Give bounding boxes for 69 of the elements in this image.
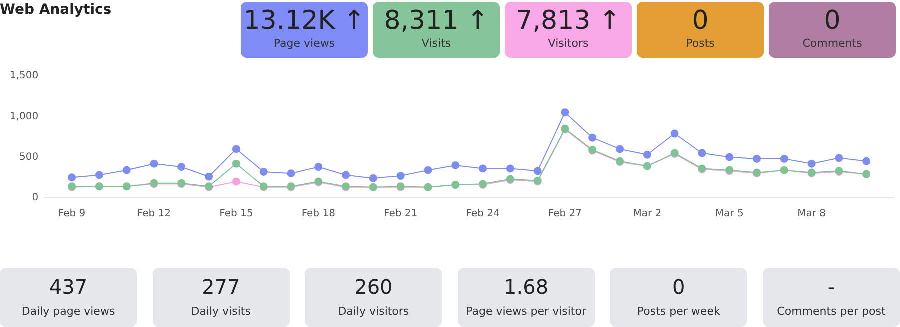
text: 1.68 bbox=[504, 275, 549, 299]
point bbox=[616, 145, 624, 154]
point bbox=[232, 178, 240, 186]
x-tick-label: Feb 12 bbox=[137, 208, 172, 220]
y-tick-label: 1,500 bbox=[10, 70, 39, 82]
point bbox=[396, 172, 405, 180]
point bbox=[534, 167, 542, 176]
y-tick-label: 1,000 bbox=[10, 111, 39, 122]
x-tick-label: Feb 15 bbox=[220, 208, 254, 220]
category-label: Daily visits bbox=[190, 305, 252, 318]
x-tick-label: Mar 2 bbox=[633, 208, 662, 220]
point bbox=[314, 163, 323, 172]
point bbox=[452, 161, 460, 170]
point bbox=[260, 168, 268, 176]
point bbox=[670, 130, 679, 138]
point bbox=[862, 157, 871, 166]
x-tick-label: Feb 24 bbox=[466, 208, 500, 220]
text: 7,813 ↑ bbox=[516, 6, 621, 36]
point bbox=[178, 163, 186, 172]
category-label: Daily visitors bbox=[337, 305, 410, 318]
text: - bbox=[828, 275, 836, 299]
text: 13.12K ↑ bbox=[244, 6, 366, 36]
point bbox=[150, 160, 158, 168]
category-label: Comments bbox=[802, 37, 864, 50]
text: 0 bbox=[824, 6, 841, 36]
category-label: Comments per post bbox=[776, 305, 887, 318]
point bbox=[95, 171, 104, 180]
category-label: Visits bbox=[420, 37, 452, 50]
category-label: Visitors bbox=[547, 37, 590, 50]
text: 260 bbox=[354, 275, 393, 299]
x-tick-label: Feb 27 bbox=[548, 208, 582, 220]
x-tick-label: Feb 21 bbox=[384, 208, 418, 220]
category-label: Page views per visitor bbox=[465, 305, 588, 318]
point bbox=[835, 154, 844, 162]
text: 8,311 ↑ bbox=[384, 6, 489, 36]
point bbox=[588, 134, 597, 142]
text: 0 bbox=[672, 275, 686, 299]
point bbox=[205, 172, 214, 181]
text: 277 bbox=[202, 275, 240, 299]
category-label: Posts per week bbox=[636, 305, 722, 318]
category-label: Posts bbox=[685, 37, 716, 50]
text: 437 bbox=[49, 275, 88, 299]
category-label: Daily page views bbox=[20, 305, 116, 318]
point bbox=[753, 154, 762, 163]
point bbox=[780, 154, 788, 163]
point bbox=[232, 160, 240, 168]
point bbox=[287, 170, 296, 178]
point bbox=[698, 149, 706, 158]
category-label: Page views bbox=[272, 37, 336, 50]
point bbox=[232, 145, 240, 154]
point bbox=[561, 108, 570, 117]
text: 0 bbox=[692, 6, 709, 36]
point bbox=[808, 160, 816, 168]
point bbox=[506, 164, 514, 173]
point bbox=[68, 174, 76, 182]
point bbox=[726, 153, 734, 162]
y-tick-label: 500 bbox=[20, 152, 39, 163]
point bbox=[342, 171, 350, 180]
x-tick-label: Mar 8 bbox=[798, 208, 826, 220]
text: Web Analytics bbox=[0, 2, 112, 18]
point bbox=[424, 166, 432, 174]
x-tick-label: Mar 5 bbox=[715, 208, 744, 220]
y-tick-label: 0 bbox=[32, 192, 39, 204]
point bbox=[369, 174, 378, 182]
point bbox=[122, 166, 131, 174]
x-tick-label: Feb 18 bbox=[302, 208, 336, 220]
point bbox=[479, 164, 488, 173]
x-tick-label: Feb 9 bbox=[58, 208, 86, 220]
point bbox=[643, 150, 652, 159]
